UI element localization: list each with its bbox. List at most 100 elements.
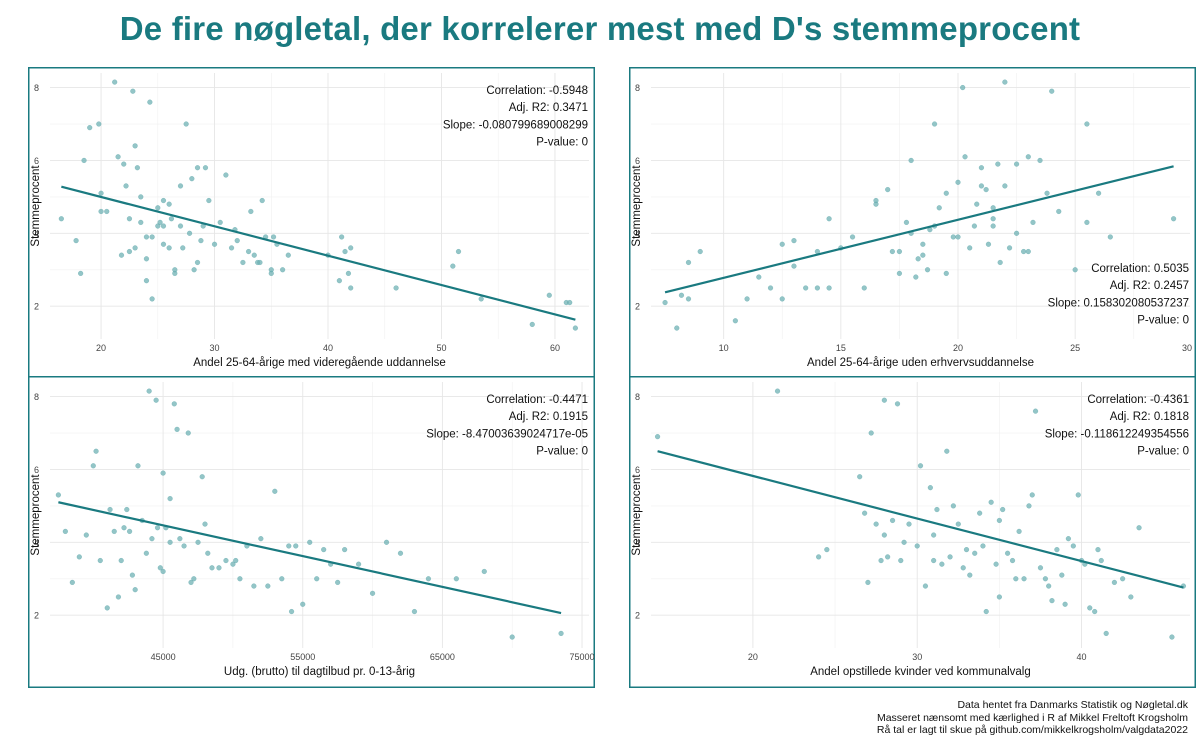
data-point [1087, 605, 1093, 611]
data-point [174, 426, 180, 433]
data-point [138, 194, 144, 200]
data-point [881, 397, 887, 403]
data-point [348, 285, 354, 291]
data-point [971, 223, 978, 229]
data-point [898, 557, 904, 564]
data-point [112, 79, 118, 85]
data-point [453, 576, 459, 582]
data-point [259, 197, 265, 204]
y-tick-label: 8 [635, 83, 640, 93]
footer-line-author: Masseret nænsomt med kærlighed i R af Mi… [876, 711, 1188, 724]
data-point [1049, 88, 1055, 94]
footer-line-source: Data hentet fra Danmarks Statistik og Nø… [957, 699, 1188, 711]
y-axis-label: Stemmeprocent [30, 165, 42, 247]
data-point [974, 201, 980, 207]
stats-line: Correlation: -0.4471 [486, 394, 588, 406]
data-point [258, 536, 264, 542]
data-point [195, 539, 201, 545]
data-point [268, 270, 274, 277]
stats-line: Slope: -8.47003639024717e-05 [426, 428, 588, 440]
data-point [993, 561, 999, 567]
x-tick-label: 10 [719, 343, 729, 353]
data-point [744, 296, 750, 302]
scatter-chart-2: 2 4 6 8 10 15 20 25 30 Andel 25-64-årige uden erh… [629, 67, 1196, 379]
data-point [943, 270, 949, 277]
data-point [211, 241, 218, 247]
x-axis-label: Andel 25-64-årige med videregående uddan… [193, 357, 446, 369]
data-point [202, 165, 209, 171]
data-point [171, 401, 177, 407]
data-point [98, 208, 104, 215]
data-point [896, 248, 903, 255]
data-point [678, 292, 685, 298]
data-point [177, 183, 184, 189]
data-point [223, 557, 229, 564]
data-point [237, 576, 243, 582]
data-point [920, 241, 926, 247]
data-point [98, 190, 104, 196]
data-point [861, 510, 868, 516]
data-point [1002, 183, 1008, 189]
data-point [62, 528, 69, 535]
data-point [930, 557, 937, 564]
data-point [967, 245, 973, 251]
data-point [111, 528, 117, 535]
data-point [1075, 492, 1081, 498]
data-point [157, 219, 163, 226]
data-point [814, 285, 821, 291]
x-tick-label: 60 [550, 343, 560, 353]
data-point [1169, 634, 1175, 640]
data-point [1095, 190, 1102, 196]
data-point [1098, 557, 1104, 564]
data-point [209, 565, 215, 571]
data-point [990, 223, 996, 229]
y-axis-label: Stemmeprocent [631, 474, 643, 556]
data-point [149, 536, 155, 542]
x-tick-label: 65000 [430, 652, 455, 662]
data-point [217, 219, 223, 226]
data-point [189, 176, 195, 182]
x-axis-label: Udg. (brutto) til dagtilbud pr. 0-13-åri… [224, 666, 415, 678]
data-point [889, 248, 896, 255]
data-point [348, 245, 354, 251]
data-point [124, 506, 130, 513]
data-point [199, 474, 205, 480]
minor-grid [651, 382, 1190, 648]
data-point [205, 550, 211, 556]
data-point [314, 576, 320, 582]
scatter-chart-4: 2 4 6 8 20 30 40 Andel opstillede kvinder ved k… [629, 376, 1196, 688]
data-point [960, 84, 966, 91]
data-point [908, 157, 914, 164]
data-point [129, 572, 136, 578]
data-point [307, 539, 313, 545]
data-point [972, 550, 978, 556]
data-point [230, 561, 236, 567]
x-tick-label: 40 [323, 343, 333, 353]
data-point [1025, 154, 1031, 160]
x-tick-label: 30 [912, 652, 922, 662]
data-point [188, 579, 194, 586]
data-point [1002, 79, 1008, 85]
data-point [826, 216, 832, 222]
data-point [166, 201, 172, 207]
y-tick-label: 2 [34, 611, 39, 621]
data-point [251, 583, 257, 589]
data-point [342, 248, 348, 255]
regression-line [664, 165, 1174, 294]
data-point [865, 579, 871, 586]
data-point [944, 448, 950, 454]
data-point [685, 259, 692, 266]
data-point [81, 157, 87, 164]
data-point [885, 186, 891, 193]
y-tick-label: 6 [34, 465, 39, 475]
data-point [248, 208, 254, 215]
data-point [104, 208, 110, 215]
data-point [270, 234, 277, 240]
data-point [285, 252, 291, 258]
data-point [977, 510, 983, 516]
stats-line: Adj. R2: 0.1915 [509, 411, 588, 423]
data-point [767, 285, 774, 291]
data-point [572, 325, 579, 331]
stats-line: Slope: 0.158302080537237 [1048, 297, 1189, 309]
chart-panel-4: 2 4 6 8 20 30 40 Andel opstillede kvinder ved k… [629, 376, 1196, 688]
